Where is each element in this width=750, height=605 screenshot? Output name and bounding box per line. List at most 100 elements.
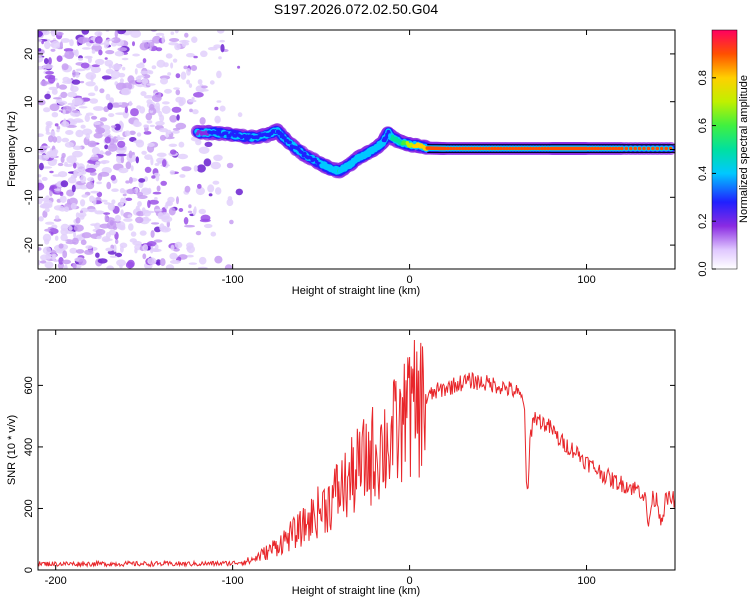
ridge-point	[463, 146, 468, 151]
x-tick-label: 0	[407, 274, 413, 286]
noise-blob	[114, 50, 125, 57]
noise-blob	[108, 229, 117, 236]
noise-blob	[155, 121, 165, 126]
noise-blob	[169, 259, 181, 264]
noise-blob	[178, 141, 185, 148]
ridge-point	[508, 146, 512, 151]
y-tick-label: 0	[23, 567, 35, 573]
noise-blob	[94, 210, 105, 215]
noise-blob	[42, 210, 48, 218]
noise-blob	[106, 265, 115, 269]
noise-blob	[38, 182, 45, 191]
x-tick-label: -100	[222, 575, 244, 587]
noise-blob	[214, 255, 223, 264]
noise-blob	[176, 114, 180, 121]
colorbar-label: Normalized spectral amplitude	[738, 75, 750, 223]
noise-blob	[45, 131, 51, 135]
noise-blob	[79, 210, 84, 213]
ridge-point	[602, 146, 606, 151]
noise-blob	[186, 68, 191, 76]
noise-blob	[52, 254, 56, 262]
noise-blob	[50, 231, 54, 236]
noise-blob	[154, 197, 158, 201]
noise-blob	[108, 113, 115, 118]
noise-blob	[38, 55, 44, 63]
noise-blob	[79, 80, 85, 84]
ridge-point	[514, 146, 518, 151]
noise-blob	[136, 105, 142, 110]
noise-blob	[161, 105, 171, 114]
noise-blob	[128, 176, 133, 184]
ridge-point	[637, 146, 642, 151]
noise-blob	[191, 36, 198, 43]
noise-blob	[56, 125, 61, 130]
noise-blob	[99, 150, 104, 155]
noise-blob	[176, 196, 179, 205]
colorbar-tick-label: 0.4	[697, 166, 709, 181]
noise-blob	[174, 43, 181, 51]
noise-blob	[163, 62, 169, 68]
noise-blob	[111, 37, 121, 44]
noise-blob	[97, 173, 103, 181]
noise-blob	[81, 47, 91, 50]
colorbar-tick-label: 0.2	[697, 214, 709, 229]
ridge-point	[443, 146, 447, 151]
noise-blob	[48, 57, 52, 65]
noise-blob	[143, 131, 152, 135]
y-tick-label: 600	[23, 376, 35, 394]
noise-blob	[79, 184, 88, 190]
snr-xlabel: Height of straight line (km)	[292, 585, 420, 597]
noise-blob	[104, 39, 110, 48]
noise-blob	[38, 154, 50, 161]
noise-blob	[212, 180, 220, 185]
noise-blob	[116, 153, 127, 157]
noise-blob	[129, 158, 133, 164]
noise-blob	[135, 139, 145, 148]
noise-blob	[104, 136, 111, 144]
noise-blob	[85, 245, 93, 250]
noise-blob	[175, 89, 181, 96]
noise-blob	[95, 161, 104, 164]
noise-blob	[68, 225, 73, 231]
noise-blob	[169, 170, 175, 175]
noise-blob	[92, 43, 101, 46]
ridge-point	[224, 131, 229, 135]
noise-blob	[153, 248, 162, 252]
noise-blob	[143, 124, 149, 128]
noise-blob	[60, 91, 68, 99]
spectrogram-xlabel: Height of straight line (km)	[292, 285, 420, 297]
noise-blob	[129, 238, 137, 243]
ridge-point	[540, 146, 545, 151]
noise-blob	[75, 217, 81, 224]
noise-blob	[59, 191, 64, 197]
noise-blob	[93, 121, 101, 125]
noise-blob	[200, 89, 209, 92]
noise-blob	[198, 256, 207, 265]
ridge-point	[499, 146, 503, 151]
noise-blob	[149, 124, 155, 128]
noise-blob	[146, 218, 152, 222]
noise-blob	[155, 259, 162, 266]
noise-blob	[136, 191, 144, 197]
ridge-point	[614, 146, 618, 151]
noise-blob	[44, 41, 51, 50]
noise-blob	[71, 113, 83, 116]
noise-blob	[140, 91, 147, 97]
noise-blob	[136, 132, 142, 137]
noise-blob	[121, 57, 129, 61]
noise-blob	[95, 228, 106, 236]
noise-blob	[155, 32, 165, 36]
noise-blob	[89, 142, 96, 146]
noise-blob	[199, 117, 206, 125]
noise-blob	[209, 80, 215, 85]
noise-blob	[95, 127, 105, 134]
noise-blob	[116, 222, 122, 227]
noise-blob	[48, 228, 59, 235]
noise-blob	[45, 71, 54, 75]
noise-blob	[95, 252, 100, 258]
ridge-point	[633, 146, 637, 151]
noise-blob	[107, 38, 115, 41]
noise-blob	[100, 199, 108, 203]
noise-blob	[52, 159, 58, 162]
